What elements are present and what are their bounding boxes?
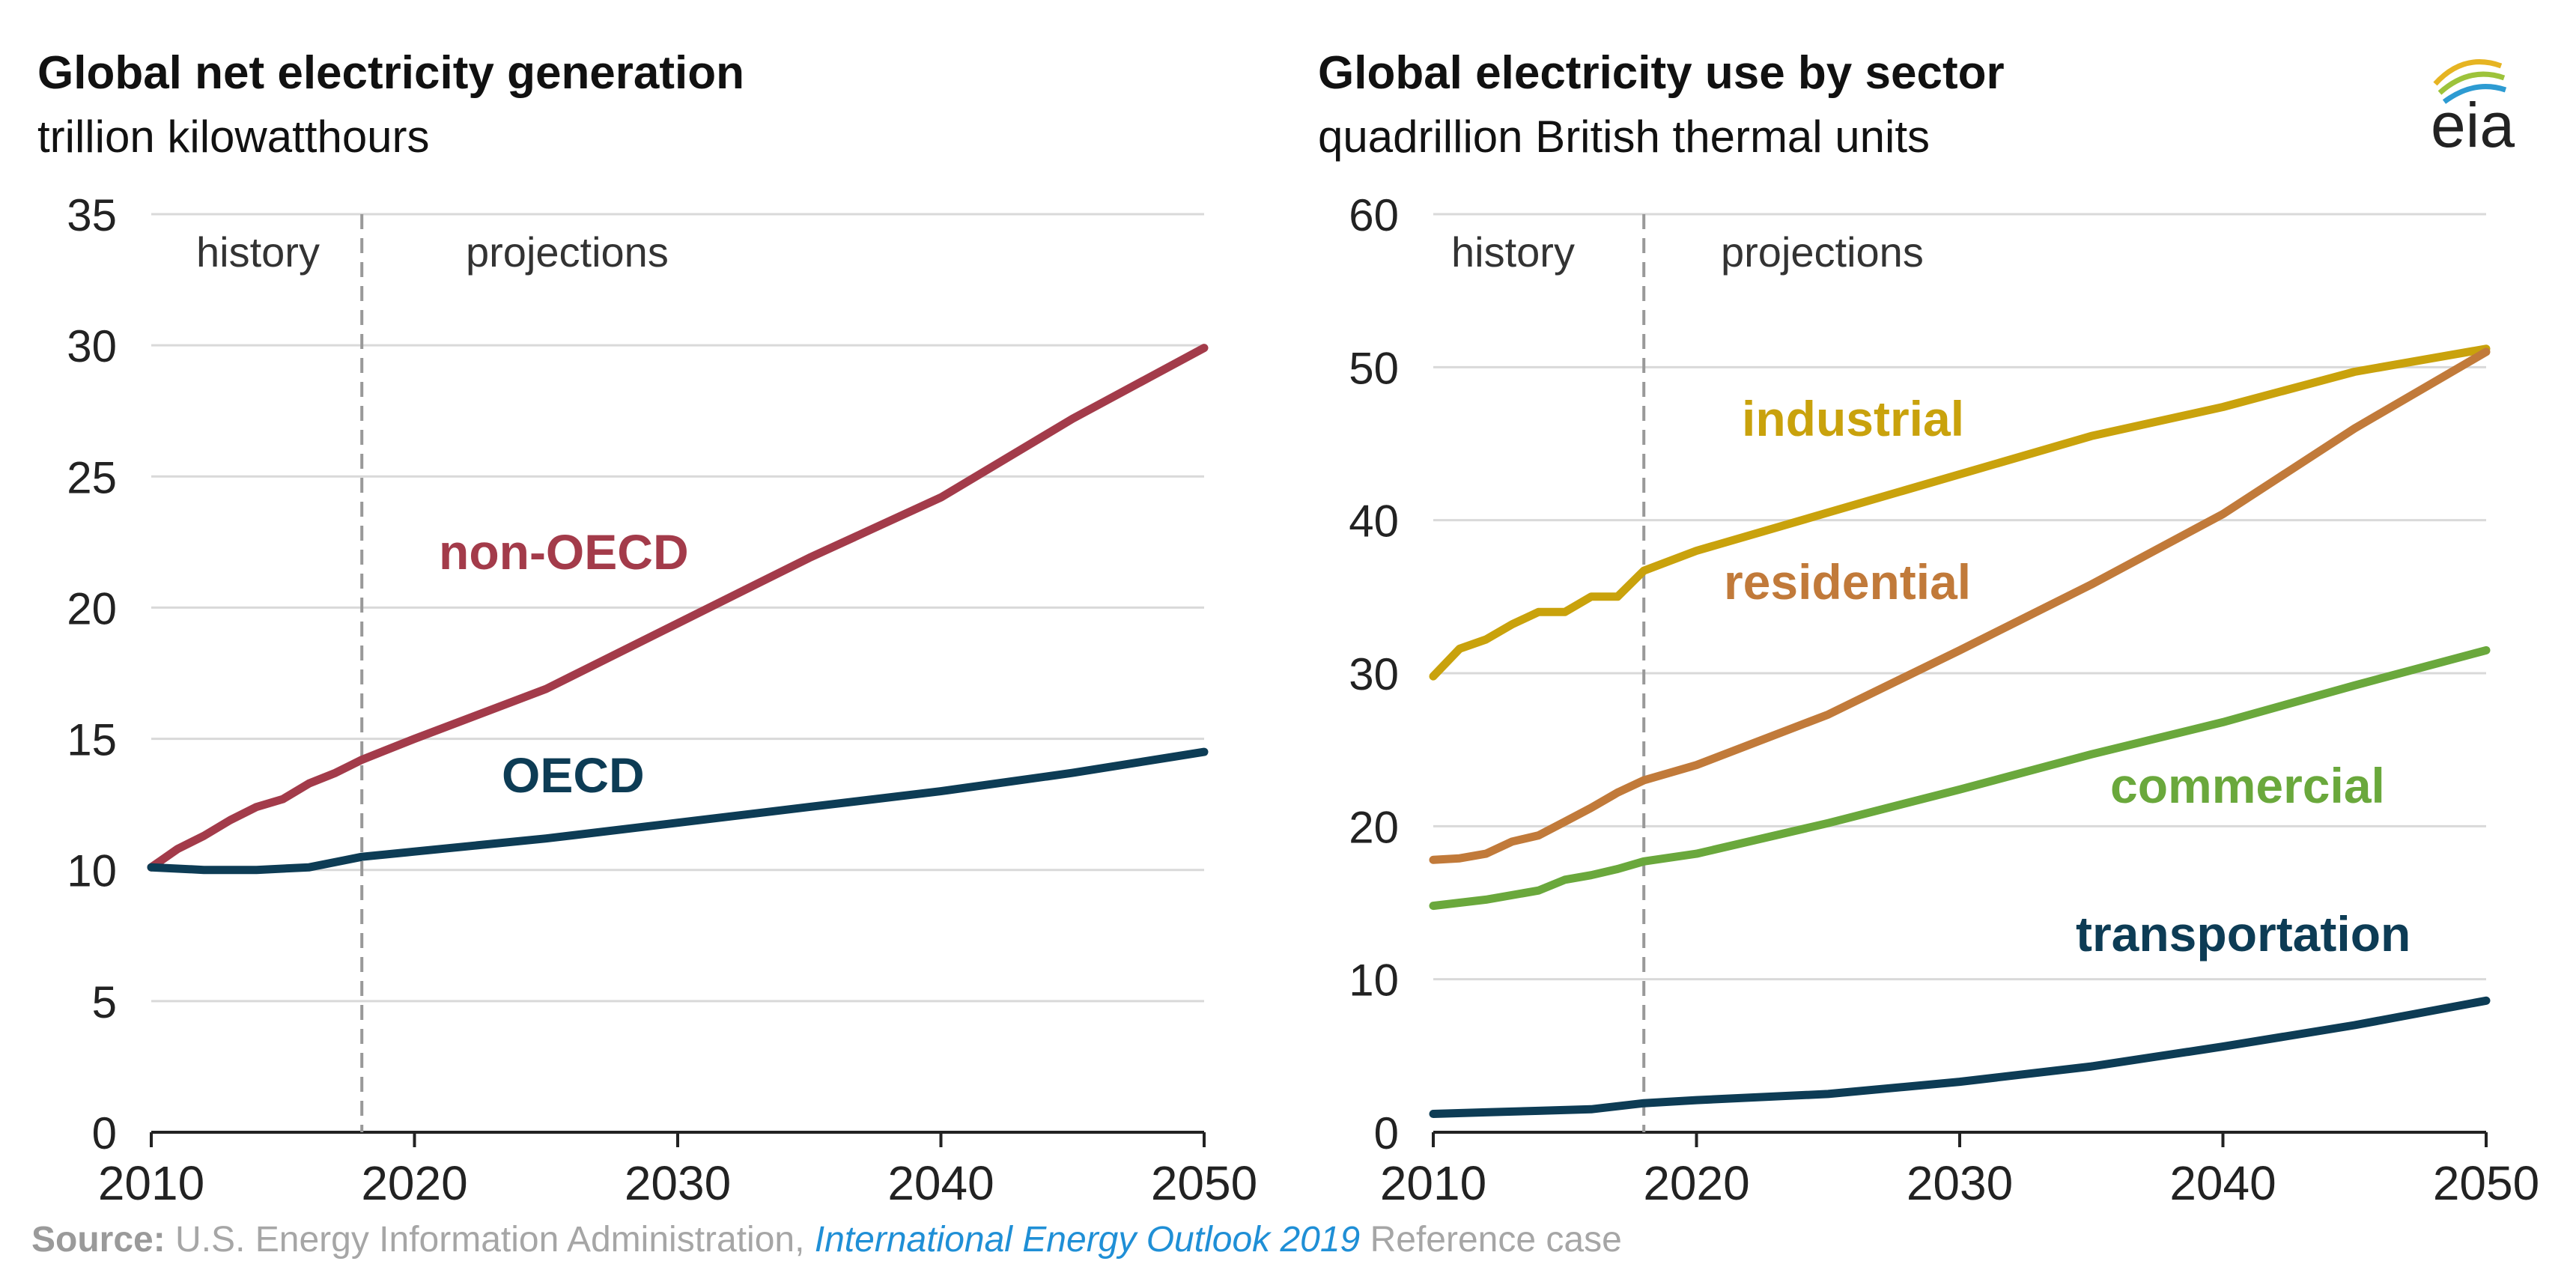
left-y-tick-label: 20: [67, 583, 117, 634]
left-series-line-non-oecd: [147, 344, 1209, 872]
source-label: Source:: [31, 1220, 165, 1260]
source-publication: International Energy Outlook 2019: [814, 1220, 1361, 1260]
eia-logo-arc: [2437, 71, 2506, 95]
left-y-tick-label: 35: [67, 190, 117, 240]
left-x-tick-label: 2040: [887, 1156, 994, 1210]
right-series-label-commercial: commercial: [2110, 758, 2385, 813]
right-chart-title: Global electricity use by sector: [1318, 47, 2005, 99]
right-series-line-commercial: [1429, 645, 2491, 911]
right-series-label-residential: residential: [1724, 554, 1971, 610]
right-series-line-transportation: [1429, 996, 2491, 1118]
left-plot: 0 5 10 15 20 25 30 35 2010 2020 2030 2040 2050 histor…: [67, 190, 1257, 1210]
left-y-tick-label: 10: [67, 846, 117, 896]
left-chart-subtitle: trillion kilowatthours: [37, 112, 430, 162]
left-y-tick-label: 30: [67, 321, 117, 371]
right-x-tick-label: 2030: [1907, 1156, 2013, 1210]
left-series-label-oecd: OECD: [502, 747, 645, 803]
right-y-tick-label: 30: [1349, 649, 1399, 699]
eia-logo-icon: eia: [2431, 59, 2515, 160]
left-x-tick-label: 2030: [625, 1156, 731, 1210]
left-series-label-non-oecd: non-OECD: [439, 524, 689, 580]
right-x-tick-label: 2020: [1643, 1156, 1749, 1210]
left-y-tick-label: 25: [67, 452, 117, 502]
right-y-tick-label: 0: [1374, 1108, 1399, 1158]
left-y-tick-label: 5: [92, 977, 117, 1027]
left-projections-label: projections: [466, 228, 669, 276]
left-x-tick-label: 2010: [98, 1156, 204, 1210]
right-series-label-industrial: industrial: [1742, 391, 1964, 446]
left-x-tick-label: 2020: [361, 1156, 467, 1210]
right-series-line-residential: [1429, 347, 2491, 864]
right-y-tick-label: 40: [1349, 496, 1399, 547]
right-projections-label: projections: [1721, 228, 1924, 276]
left-history-label: history: [196, 228, 320, 276]
eia-logo-arc: [2433, 59, 2503, 86]
left-series-line-oecd: [147, 747, 1209, 875]
left-y-tick-label: 0: [92, 1108, 117, 1158]
source-note: Source: U.S. Energy Information Administ…: [31, 1219, 1622, 1260]
right-y-tick-label: 50: [1349, 343, 1399, 393]
right-y-tick-label: 20: [1349, 802, 1399, 852]
right-y-tick-label: 10: [1349, 956, 1399, 1006]
right-series-line-industrial: [1429, 344, 2491, 681]
left-x-tick-label: 2050: [1151, 1156, 1257, 1210]
left-chart-title: Global net electricity generation: [37, 47, 745, 99]
right-x-tick-label: 2050: [2433, 1156, 2539, 1210]
source-text: U.S. Energy Information Administration,: [165, 1220, 815, 1260]
right-chart-subtitle: quadrillion British thermal units: [1318, 112, 1931, 162]
right-series-label-transportation: transportation: [2076, 906, 2411, 962]
right-y-tick-label: 60: [1349, 190, 1399, 240]
eia-logo-arc: [2442, 84, 2507, 104]
right-x-tick-label: 2010: [1380, 1156, 1486, 1210]
right-history-label: history: [1451, 228, 1575, 276]
right-x-tick-label: 2040: [2169, 1156, 2276, 1210]
source-text-end: Reference case: [1360, 1220, 1622, 1260]
eia-logo-text: eia: [2431, 90, 2515, 160]
left-y-tick-label: 15: [67, 715, 117, 765]
